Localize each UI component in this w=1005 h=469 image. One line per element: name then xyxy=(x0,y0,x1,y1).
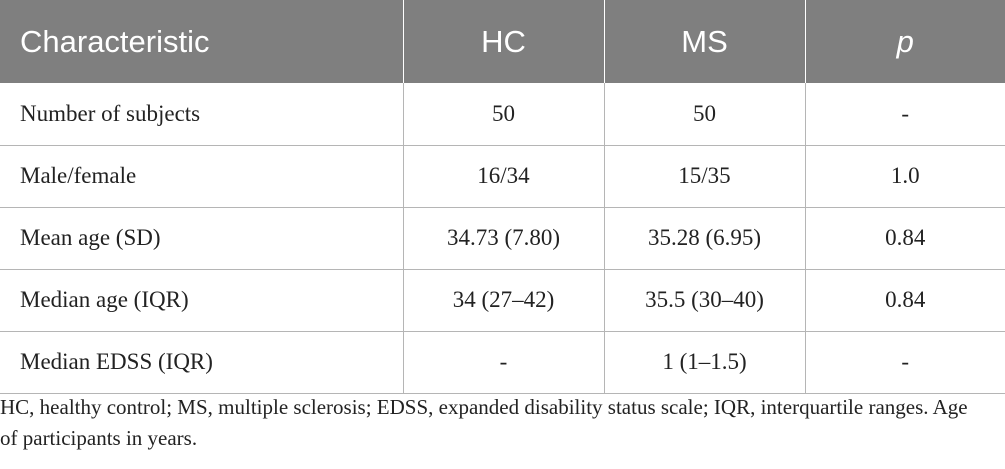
table-row: Median age (IQR) 34 (27–42) 35.5 (30–40)… xyxy=(0,268,1005,331)
ms-cell: 50 xyxy=(603,83,805,145)
row-label: Median EDSS (IQR) xyxy=(0,330,403,394)
header-p-value: p xyxy=(804,0,1005,83)
header-hc: HC xyxy=(402,0,604,83)
p-cell: - xyxy=(804,83,1005,145)
table-row: Male/female 16/34 15/35 1.0 xyxy=(0,144,1005,207)
hc-cell: 34.73 (7.80) xyxy=(402,206,604,269)
p-cell: 1.0 xyxy=(804,144,1005,207)
p-cell: - xyxy=(804,330,1005,394)
row-label: Median age (IQR) xyxy=(0,268,403,331)
row-label: Male/female xyxy=(0,144,403,207)
row-label: Mean age (SD) xyxy=(0,206,403,269)
table-row: Mean age (SD) 34.73 (7.80) 35.28 (6.95) … xyxy=(0,206,1005,269)
characteristics-table: Characteristic HC MS p Number of subject… xyxy=(0,0,1005,394)
table-body: Number of subjects 50 50 - Male/female 1… xyxy=(0,83,1005,394)
ms-cell: 1 (1–1.5) xyxy=(603,330,805,394)
p-cell: 0.84 xyxy=(804,206,1005,269)
table-row: Median EDSS (IQR) - 1 (1–1.5) - xyxy=(0,330,1005,394)
table-row: Number of subjects 50 50 - xyxy=(0,83,1005,145)
header-row: Characteristic HC MS p xyxy=(0,0,1005,83)
ms-cell: 35.28 (6.95) xyxy=(603,206,805,269)
row-label: Number of subjects xyxy=(20,100,201,126)
header-ms: MS xyxy=(603,0,805,83)
ms-cell: 35.5 (30–40) xyxy=(603,268,805,331)
table-header: Characteristic HC MS p xyxy=(0,0,1005,83)
hc-cell: 16/34 xyxy=(402,144,604,207)
ms-cell: 15/35 xyxy=(603,144,805,207)
hc-cell: 34 (27–42) xyxy=(402,268,604,331)
characteristics-table-container: Characteristic HC MS p Number of subject… xyxy=(0,0,1005,394)
header-characteristic: Characteristic xyxy=(20,23,210,59)
p-cell: 0.84 xyxy=(804,268,1005,331)
hc-cell: - xyxy=(402,330,604,394)
table-footnote: HC, healthy control; MS, multiple sclero… xyxy=(0,395,968,450)
hc-cell: 50 xyxy=(402,83,604,145)
